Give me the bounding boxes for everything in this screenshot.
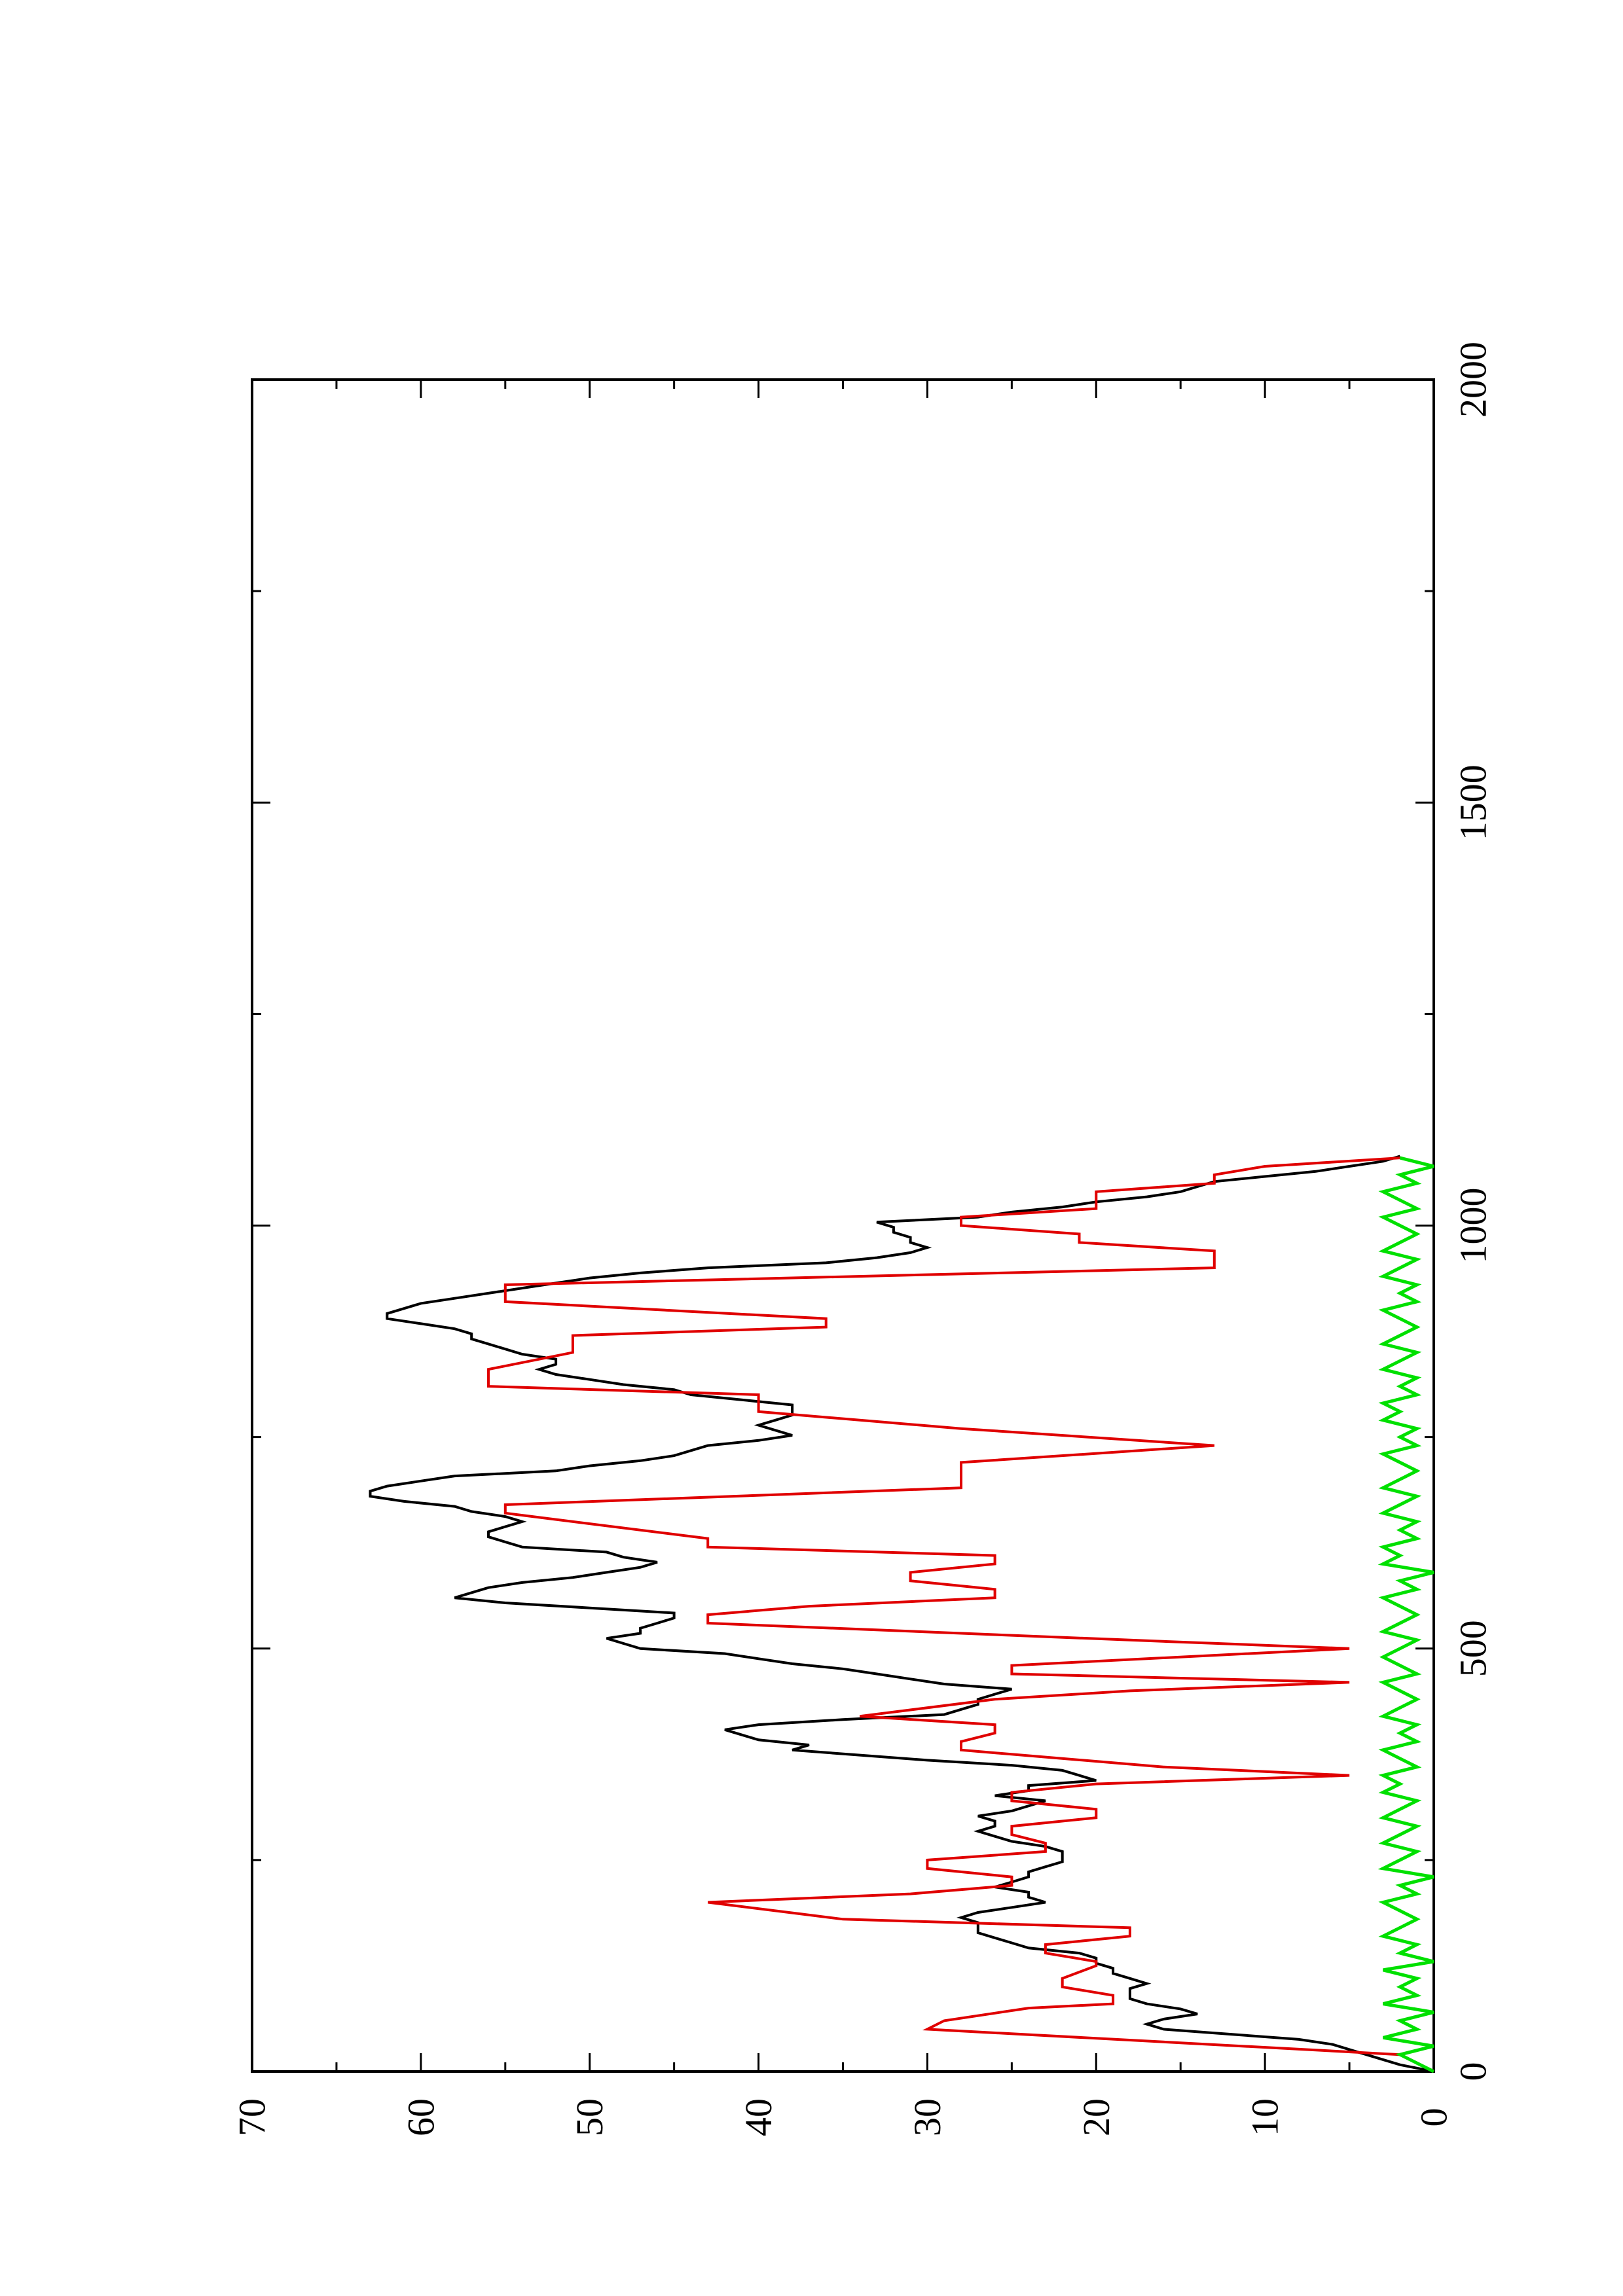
y-tick-label: 30	[906, 2098, 949, 2136]
y-tick-label: 50	[568, 2098, 611, 2136]
y-tick-label: 10	[1244, 2098, 1286, 2136]
y-tick-label: 70	[231, 2098, 274, 2136]
plot-frame	[251, 378, 1435, 2073]
series-black-line	[369, 1155, 1434, 2073]
x-tick-label: 500	[1452, 1620, 1495, 1677]
y-tick-label: 60	[399, 2098, 442, 2136]
x-tick-label: 1000	[1452, 1188, 1495, 1264]
x-tick-label: 1500	[1452, 764, 1495, 840]
series-red-line	[487, 1157, 1434, 2073]
y-tick-label: 40	[737, 2098, 780, 2136]
y-tick-label: 20	[1075, 2098, 1118, 2136]
y-tick-label: 0	[1413, 2108, 1455, 2127]
x-tick-label: 2000	[1452, 342, 1495, 418]
series-green-line	[1377, 1156, 1435, 2073]
plot-area: 0 500 1000 1500 2000 0 10 20 30 40 50 60 70	[231, 342, 1495, 2136]
x-tick-label: 0	[1452, 2062, 1495, 2081]
